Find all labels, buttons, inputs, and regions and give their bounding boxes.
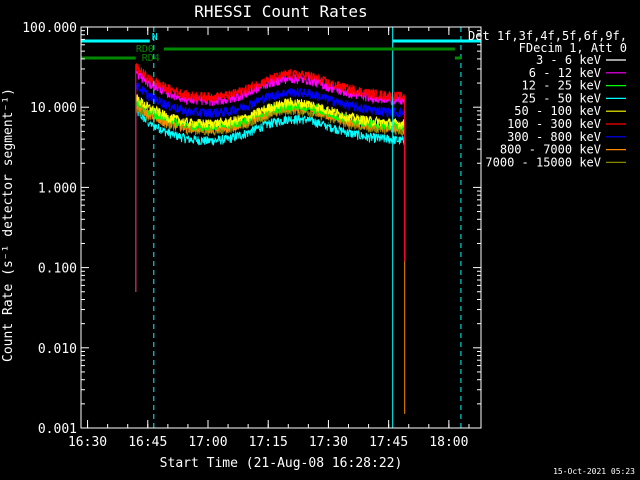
footer-timestamp: 15-Oct-2021 05:23 bbox=[553, 467, 635, 476]
y-axis: 100.000 10.000 1.000 0.100 0.010 0.001 bbox=[22, 21, 481, 437]
x-axis-label: Start Time (21-Aug-08 16:28:22) bbox=[160, 456, 403, 471]
y-tick-label: 100.000 bbox=[22, 21, 77, 36]
legend: Det 1f,3f,4f,5f,6f,9f, FDecim 1, Att 0 3… bbox=[468, 29, 627, 169]
chart-title: RHESSI Count Rates bbox=[194, 2, 367, 21]
y-tick-label: 0.010 bbox=[38, 342, 77, 357]
series-line bbox=[135, 94, 406, 292]
legend-header-line-1: Det 1f,3f,4f,5f,6f,9f, bbox=[468, 29, 627, 43]
legend-entry-label: 3 - 6 keV bbox=[536, 53, 601, 67]
x-tick-label: 17:45 bbox=[369, 435, 408, 450]
x-tick-label: 17:30 bbox=[309, 435, 348, 450]
series-line bbox=[135, 81, 406, 292]
legend-entry-label: 25 - 50 keV bbox=[522, 91, 601, 105]
x-axis: 16:30 16:45 17:00 17:15 17:30 17:45 18:00 bbox=[68, 27, 470, 450]
x-tick-label: 18:00 bbox=[429, 435, 468, 450]
x-tick-label: 16:30 bbox=[68, 435, 107, 450]
state-bar-label: RD4 bbox=[142, 53, 160, 64]
legend-entry-label: 50 - 100 keV bbox=[514, 104, 601, 118]
plot-frame bbox=[80, 26, 482, 429]
series-layer bbox=[135, 63, 406, 414]
legend-entry-label: 300 - 800 keV bbox=[507, 130, 601, 144]
legend-header-line-2: FDecim 1, Att 0 bbox=[519, 41, 627, 55]
y-tick-label: 1.000 bbox=[38, 181, 77, 196]
y-axis-label: Count Rate (s⁻¹ detector segment⁻¹) bbox=[1, 88, 16, 362]
y-tick-label: 0.100 bbox=[38, 262, 77, 277]
y-tick-label: 10.000 bbox=[30, 101, 77, 116]
legend-entry-label: 800 - 7000 keV bbox=[500, 143, 601, 157]
x-tick-label: 17:15 bbox=[249, 435, 288, 450]
legend-entry-label: 7000 - 15000 keV bbox=[485, 155, 601, 169]
series-line bbox=[135, 63, 406, 292]
state-bar-label: N bbox=[152, 32, 158, 43]
x-tick-label: 17:00 bbox=[188, 435, 227, 450]
legend-entry-label: 12 - 25 keV bbox=[522, 79, 601, 93]
legend-entry-label: 6 - 12 keV bbox=[529, 66, 601, 80]
state-bar-label: RD0 bbox=[136, 44, 154, 55]
x-tick-label: 16:45 bbox=[128, 435, 167, 450]
legend-entry-label: 100 - 300 keV bbox=[507, 117, 601, 131]
y-tick-label: 0.001 bbox=[38, 422, 77, 437]
